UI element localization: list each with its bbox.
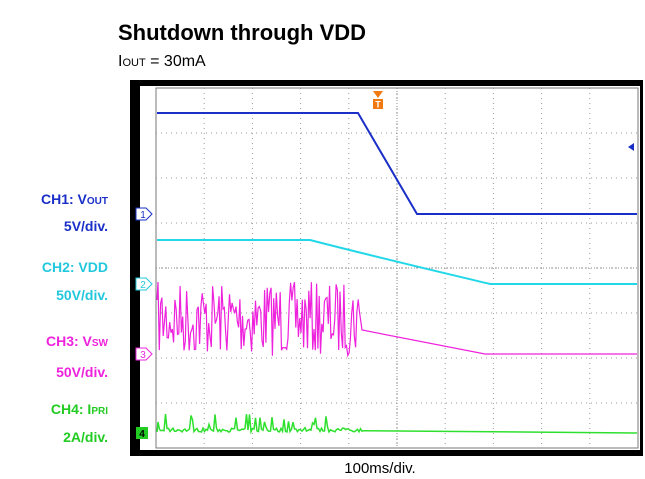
trace-ch4 (156, 414, 638, 435)
channel-name: CH2: VDD (42, 259, 108, 275)
trigger-box (373, 99, 383, 109)
channel-marker (135, 277, 153, 291)
trace-ch3 (156, 281, 637, 358)
channel-name-sub: SW (92, 338, 109, 349)
channel-marker (135, 347, 153, 361)
trigger-label: T (375, 100, 381, 110)
traces: T (156, 91, 638, 435)
channel-name: CH1: VOUT (41, 191, 108, 207)
trace-ch2 (157, 239, 637, 285)
channel-marker (136, 427, 148, 439)
timebase: 100ms/div. (344, 460, 415, 477)
channel-name-main: CH1: V (41, 191, 88, 207)
channel-marker (135, 207, 153, 221)
trigger-arrow (373, 91, 383, 98)
grid (155, 87, 639, 449)
channel-marker-label: 3 (140, 350, 146, 361)
channel-name-sub: PRI (91, 406, 108, 417)
channel-scale: 50V/div. (56, 364, 108, 380)
channel-marker-label: 4 (139, 429, 145, 440)
channel-name-main: CH2: VDD (42, 259, 108, 275)
channel-name-main: CH3: V (46, 333, 93, 349)
level-arrow (628, 143, 634, 151)
channel-scale: 2A/div. (63, 429, 108, 445)
channel-name: CH4: IPRI (51, 401, 108, 417)
channel-name-main: CH4: I (51, 401, 91, 417)
channel-scale: 50V/div. (56, 287, 108, 303)
channel-marker-label: 2 (140, 280, 146, 291)
channel-scale: 5V/div. (64, 218, 108, 234)
subtitle-suffix: = 30mA (146, 53, 206, 70)
subtitle: IOUT = 30mA (118, 53, 206, 70)
trace-ch1 (157, 112, 637, 215)
channel-marker-label: 1 (140, 210, 146, 221)
subtitle-prefix: I (118, 53, 122, 70)
title: Shutdown through VDD (118, 20, 366, 45)
channel-labels: CH1: VOUT 5V/div. 1 CH2: VDD 50V/div. 2 CH3: V… (41, 191, 153, 445)
channel-name: CH3: VSW (46, 333, 109, 349)
channel-name-sub: OUT (87, 196, 108, 207)
subtitle-sub: OUT (122, 57, 146, 69)
